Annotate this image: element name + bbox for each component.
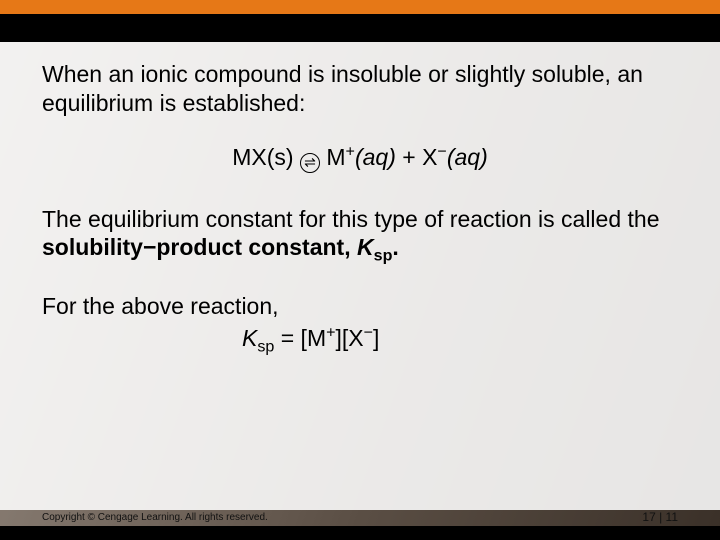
anion-base: X <box>422 144 437 170</box>
title-band <box>0 14 720 42</box>
ksp-expression: Ksp = [M+][X−] <box>42 325 678 352</box>
definition-paragraph: The equilibrium constant for this type o… <box>42 205 678 263</box>
intro-paragraph: When an ionic compound is insoluble or s… <box>42 60 678 118</box>
eq-anion: X−(aq) <box>422 144 488 170</box>
anion-charge: − <box>437 142 446 160</box>
copyright-text: Copyright © Cengage Learning. All rights… <box>42 512 268 523</box>
cation-base: M <box>326 144 345 170</box>
cation-charge: + <box>346 142 355 160</box>
ksp-anion-charge: − <box>364 323 373 341</box>
accent-bar <box>0 0 720 14</box>
def-term: solubility−product constant, <box>42 234 357 260</box>
slide-body: When an ionic compound is insoluble or s… <box>0 42 720 510</box>
def-period: . <box>392 234 398 260</box>
eq-reactant: MX(s) <box>232 144 293 170</box>
ksp-sub: sp <box>257 337 274 355</box>
footer: Copyright © Cengage Learning. All rights… <box>0 510 720 524</box>
anion-state: (aq) <box>447 144 488 170</box>
ksp-eq-b: ][X <box>336 325 364 351</box>
ksp-eq-c: ] <box>373 325 379 351</box>
page-number: 17 | 11 <box>642 510 678 524</box>
lead-in-paragraph: For the above reaction, <box>42 292 678 321</box>
eq-cation: M+(aq) <box>326 144 402 170</box>
footer-strip <box>0 526 720 540</box>
eq-plus: + <box>402 144 422 170</box>
equilibrium-arrow-icon: ⇌ <box>300 153 320 173</box>
ksp-k: K <box>242 325 257 351</box>
ksp-cation-charge: + <box>326 323 335 341</box>
ksp-eq-a: = [M <box>274 325 326 351</box>
ksp-symbol-k: K <box>357 234 374 260</box>
def-part-a: The equilibrium constant for this type o… <box>42 206 660 232</box>
cation-state: (aq) <box>355 144 396 170</box>
ksp-symbol-sub: sp <box>374 247 393 265</box>
equilibrium-equation: MX(s) ⇌ M+(aq) + X−(aq) <box>42 144 678 173</box>
